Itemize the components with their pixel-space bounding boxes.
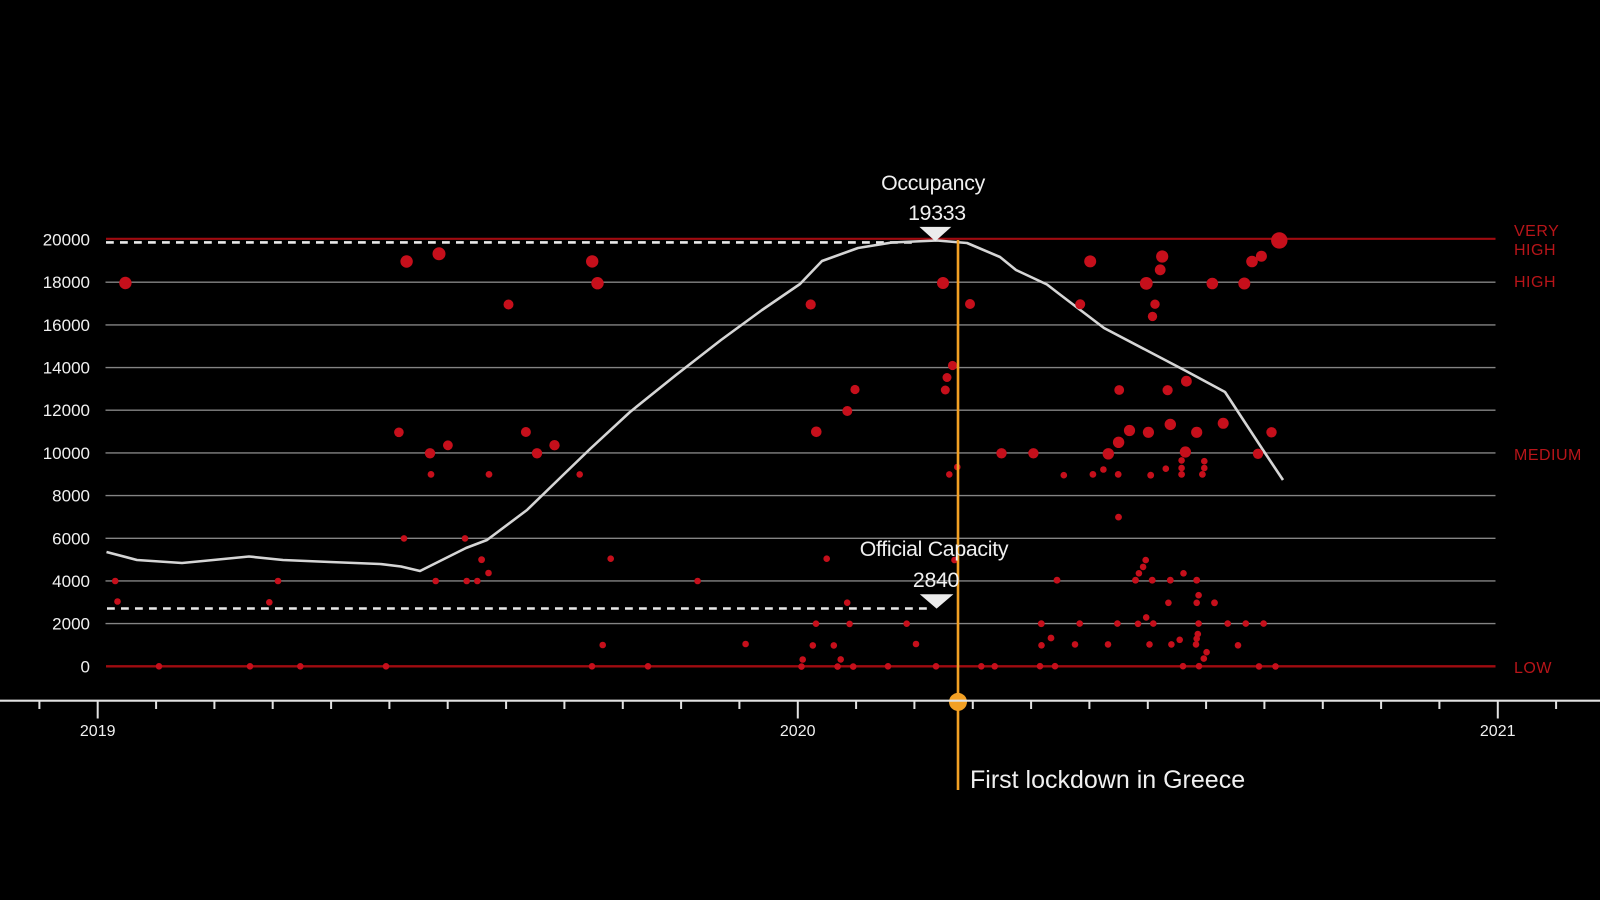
svg-text:Occupancy: Occupancy [881, 171, 985, 195]
svg-text:LOW: LOW [1514, 660, 1552, 677]
svg-text:16000: 16000 [43, 316, 90, 335]
svg-text:10000: 10000 [43, 444, 90, 463]
svg-text:8000: 8000 [52, 487, 90, 506]
svg-text:MEDIUM: MEDIUM [1514, 447, 1582, 464]
svg-text:2021: 2021 [1480, 723, 1516, 740]
svg-text:HIGH: HIGH [1514, 274, 1556, 291]
svg-text:HIGH: HIGH [1514, 242, 1556, 259]
svg-text:2020: 2020 [780, 723, 816, 740]
svg-text:6000: 6000 [52, 529, 90, 548]
svg-text:18000: 18000 [43, 273, 90, 292]
svg-text:4000: 4000 [52, 572, 90, 591]
svg-text:2019: 2019 [80, 723, 116, 740]
svg-text:2840: 2840 [913, 568, 960, 592]
svg-text:12000: 12000 [43, 401, 90, 420]
svg-text:2000: 2000 [52, 615, 90, 634]
svg-text:20000: 20000 [43, 231, 90, 250]
svg-text:19333: 19333 [908, 201, 966, 225]
svg-text:VERY: VERY [1514, 223, 1559, 240]
svg-text:0: 0 [81, 657, 90, 676]
svg-text:14000: 14000 [43, 359, 90, 378]
svg-text:First lockdown in Greece: First lockdown in Greece [970, 766, 1245, 794]
svg-text:Official Capacity: Official Capacity [860, 537, 1009, 561]
